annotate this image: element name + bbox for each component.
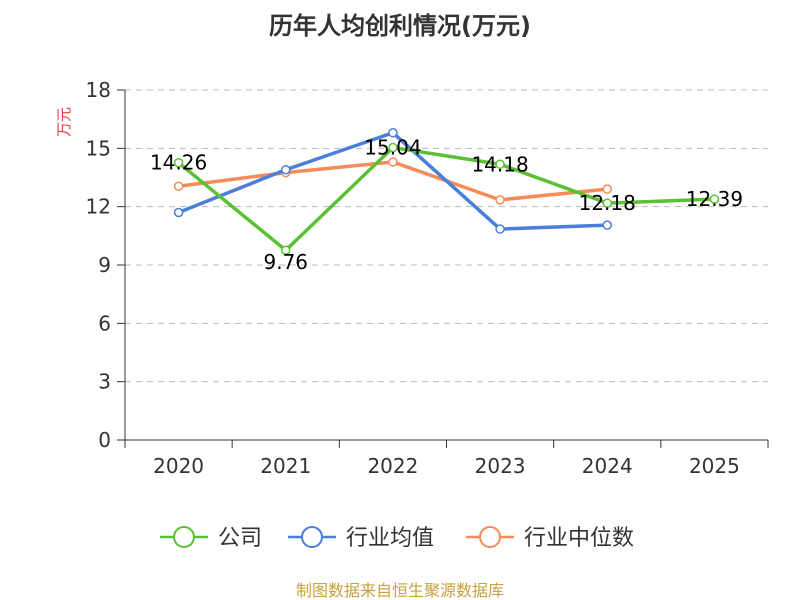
x-tick-label: 2023 (475, 454, 526, 478)
data-label: 9.76 (263, 250, 308, 274)
data-label: 14.26 (150, 151, 207, 175)
data-point[interactable] (602, 198, 612, 208)
x-tick-label: 2020 (153, 454, 204, 478)
data-point[interactable] (388, 142, 398, 153)
x-tick-label: 2021 (260, 454, 311, 478)
data-point[interactable] (281, 245, 291, 255)
legend-marker (173, 526, 195, 548)
data-point[interactable] (173, 181, 184, 191)
source-note: 制图数据来自恒生聚源数据库 (296, 581, 504, 600)
data-label: 12.18 (579, 191, 636, 215)
data-point[interactable] (495, 195, 505, 205)
legend-item[interactable]: 行业中位数 (466, 526, 634, 551)
x-tick-label: 2024 (582, 454, 633, 478)
axes: 0 3 6 9 12 15 18 2020 2021 2022 2023 2024 2025 (86, 78, 769, 478)
legend-label: 公司 (218, 526, 262, 551)
data-point[interactable] (602, 220, 612, 230)
data-label: 14.18 (471, 152, 528, 176)
data-point[interactable] (709, 194, 720, 204)
data-point[interactable] (281, 164, 291, 175)
data-point[interactable] (173, 157, 184, 168)
data-point[interactable] (388, 128, 398, 138)
y-axis-label: 万元 (55, 107, 73, 137)
y-tick-label: 18 (86, 78, 111, 102)
series-line (177, 145, 715, 252)
y-tick-label: 9 (98, 253, 111, 277)
legend-label: 行业均值 (346, 526, 434, 551)
chart-title: 历年人均创利情况(万元) (269, 12, 531, 40)
data-label: 15.04 (364, 136, 421, 160)
series-layer (173, 128, 720, 255)
y-tick-label: 6 (98, 311, 111, 335)
legend-item[interactable]: 公司 (160, 526, 262, 551)
data-labels: 14.26 9.76 15.04 14.18 12.18 12.39 (150, 136, 743, 275)
y-tick-label: 3 (98, 370, 111, 394)
legend-item[interactable]: 行业均值 (288, 526, 434, 551)
y-tick-label: 12 (86, 195, 111, 219)
y-tick-label: 0 (98, 428, 111, 452)
data-point[interactable] (495, 224, 505, 234)
y-tick-label: 15 (86, 136, 111, 160)
data-point[interactable] (173, 207, 184, 218)
x-tick-label: 2022 (367, 454, 418, 478)
legend-marker (301, 526, 323, 548)
data-point[interactable] (602, 184, 612, 194)
x-tick-label: 2025 (689, 454, 740, 478)
data-label: 12.39 (686, 187, 743, 211)
data-point[interactable] (388, 157, 398, 167)
legend-marker (479, 526, 501, 548)
legend[interactable]: 公司 行业均值 行业中位数 (160, 526, 634, 551)
grid (125, 89, 768, 383)
legend-label: 行业中位数 (524, 526, 634, 551)
series-1 (173, 128, 612, 234)
data-point[interactable] (495, 159, 505, 170)
series-0 (173, 142, 720, 255)
